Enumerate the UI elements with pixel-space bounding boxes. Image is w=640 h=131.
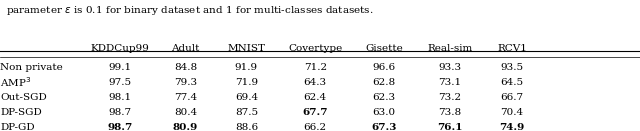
Text: 80.9: 80.9 [173, 123, 198, 131]
Text: KDDCup99: KDDCup99 [91, 44, 149, 53]
Text: 87.5: 87.5 [235, 108, 258, 117]
Text: 88.6: 88.6 [235, 123, 258, 131]
Text: Adult: Adult [172, 44, 200, 53]
Text: 76.1: 76.1 [437, 123, 462, 131]
Text: 96.6: 96.6 [372, 63, 396, 72]
Text: Covertype: Covertype [288, 44, 342, 53]
Text: 74.9: 74.9 [499, 123, 525, 131]
Text: 71.2: 71.2 [303, 63, 327, 72]
Text: 77.4: 77.4 [174, 93, 197, 102]
Text: DP-GD: DP-GD [0, 123, 35, 131]
Text: 73.1: 73.1 [438, 78, 461, 87]
Text: DP-SGD: DP-SGD [0, 108, 42, 117]
Text: Gisette: Gisette [365, 44, 403, 53]
Text: RCV1: RCV1 [497, 44, 527, 53]
Text: 98.7: 98.7 [108, 108, 132, 117]
Text: 91.9: 91.9 [235, 63, 258, 72]
Text: 79.3: 79.3 [174, 78, 197, 87]
Text: 62.4: 62.4 [303, 93, 327, 102]
Text: 63.0: 63.0 [372, 108, 396, 117]
Text: 67.7: 67.7 [303, 108, 328, 117]
Text: AMP$^3$: AMP$^3$ [0, 76, 31, 89]
Text: 64.3: 64.3 [303, 78, 327, 87]
Text: 99.1: 99.1 [108, 63, 132, 72]
Text: 62.8: 62.8 [372, 78, 396, 87]
Text: 98.1: 98.1 [108, 93, 132, 102]
Text: 70.4: 70.4 [500, 108, 524, 117]
Text: parameter $\epsilon$ is 0.1 for binary dataset and 1 for multi-classes datasets.: parameter $\epsilon$ is 0.1 for binary d… [6, 4, 374, 17]
Text: 69.4: 69.4 [235, 93, 258, 102]
Text: Non private: Non private [0, 63, 63, 72]
Text: 66.2: 66.2 [303, 123, 327, 131]
Text: 80.4: 80.4 [174, 108, 197, 117]
Text: 98.7: 98.7 [108, 123, 132, 131]
Text: Real-sim: Real-sim [427, 44, 472, 53]
Text: 62.3: 62.3 [372, 93, 396, 102]
Text: 73.2: 73.2 [438, 93, 461, 102]
Text: 71.9: 71.9 [235, 78, 258, 87]
Text: 93.3: 93.3 [438, 63, 461, 72]
Text: 97.5: 97.5 [108, 78, 132, 87]
Text: Out-SGD: Out-SGD [0, 93, 47, 102]
Text: 64.5: 64.5 [500, 78, 524, 87]
Text: 67.3: 67.3 [371, 123, 397, 131]
Text: 73.8: 73.8 [438, 108, 461, 117]
Text: 93.5: 93.5 [500, 63, 524, 72]
Text: 84.8: 84.8 [174, 63, 197, 72]
Text: MNIST: MNIST [227, 44, 266, 53]
Text: 66.7: 66.7 [500, 93, 524, 102]
